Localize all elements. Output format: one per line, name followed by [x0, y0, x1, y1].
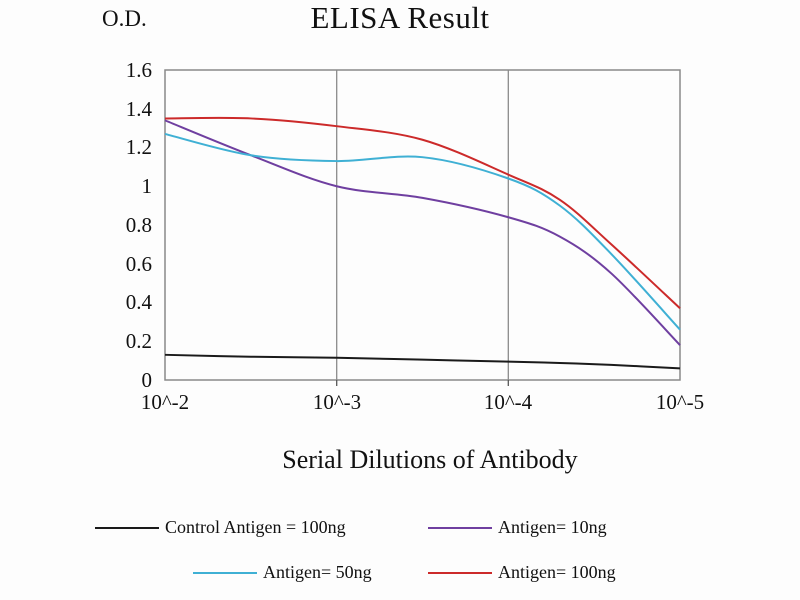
x-tick-label: 10^-5	[655, 390, 705, 414]
y-tick-label: 0.4	[125, 290, 152, 314]
legend: Control Antigen = 100ng Antigen= 10ng An…	[0, 505, 800, 600]
chart-title: ELISA Result	[310, 0, 490, 35]
y-tick-label: 1.4	[125, 97, 152, 121]
y-tick-label: 1.6	[125, 58, 152, 82]
legend-item: Control Antigen = 100ng	[95, 517, 346, 538]
legend-item: Antigen= 50ng	[193, 562, 372, 583]
series-line	[164, 116, 681, 310]
series-line	[164, 132, 681, 331]
legend-item: Antigen= 100ng	[428, 562, 616, 583]
legend-label: Antigen= 50ng	[263, 562, 372, 582]
y-tick-label: 0.6	[125, 252, 152, 276]
y-axis-title: O.D.	[102, 6, 147, 31]
y-tick-label: 0.2	[125, 329, 152, 353]
plot-border	[164, 69, 681, 381]
series-line	[164, 353, 681, 370]
legend-line-swatch	[95, 526, 159, 529]
legend-label: Control Antigen = 100ng	[165, 517, 346, 537]
legend-line-swatch	[193, 571, 257, 574]
y-tick-label: 1.2	[125, 135, 152, 159]
legend-item: Antigen= 10ng	[428, 517, 607, 538]
x-tick-label: 10^-3	[312, 390, 362, 414]
x-tick-label: 10^-4	[483, 390, 533, 414]
legend-label: Antigen= 100ng	[498, 562, 616, 582]
y-tick-label: 0	[141, 368, 153, 392]
y-tick-label: 1	[141, 174, 153, 198]
x-tick-label: 10^-2	[140, 390, 190, 414]
y-tick-label: 0.8	[125, 213, 152, 237]
legend-line-swatch	[428, 571, 492, 574]
legend-line-swatch	[428, 526, 492, 529]
x-axis-title: Serial Dilutions of Antibody	[282, 445, 578, 474]
legend-label: Antigen= 10ng	[498, 517, 607, 537]
data-series-lines	[164, 116, 681, 370]
